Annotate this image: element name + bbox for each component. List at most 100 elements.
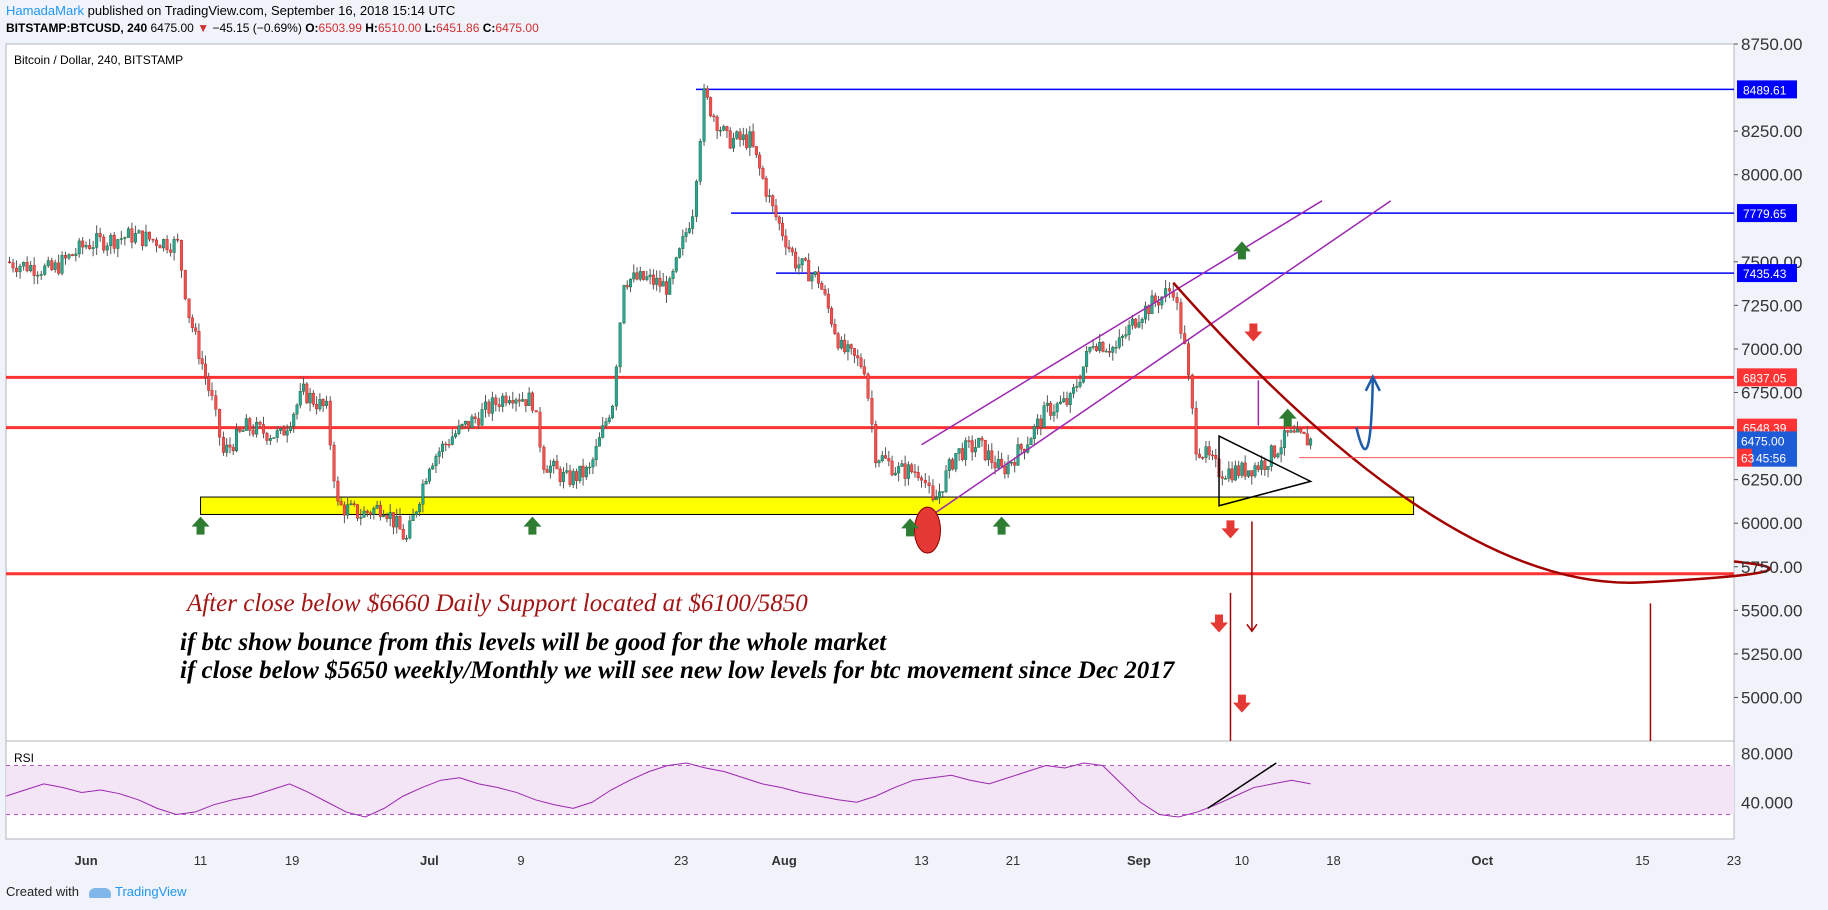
rsi-label: RSI	[14, 751, 34, 765]
up-candle	[457, 425, 461, 434]
down-candle	[169, 249, 173, 253]
down-candle	[214, 395, 218, 410]
up-candle	[588, 466, 592, 469]
time-tick-label: Jun	[75, 853, 98, 868]
up-candle	[74, 253, 78, 256]
time-tick-label: Aug	[772, 853, 797, 868]
down-candle	[784, 235, 788, 248]
down-candle	[545, 469, 549, 473]
time-tick-label: 23	[674, 853, 688, 868]
channel-upper-line	[921, 200, 1323, 446]
down-candle	[151, 238, 155, 241]
rsi-path	[5, 762, 1311, 818]
down-candle	[1201, 457, 1205, 459]
tradingview-link[interactable]: TradingView	[114, 884, 187, 899]
down-candle	[473, 416, 477, 419]
footer: Created with TradingView	[6, 884, 187, 899]
up-candle	[877, 460, 881, 464]
down-candle	[781, 222, 785, 237]
up-candle	[1052, 411, 1056, 416]
down-candle	[32, 265, 36, 276]
down-candle	[980, 437, 984, 441]
down-candle	[990, 450, 994, 463]
up-candle	[302, 383, 306, 392]
down-candle	[57, 262, 61, 274]
down-candle	[517, 399, 521, 402]
down-candle	[190, 317, 194, 328]
down-candle	[725, 126, 729, 131]
up-candle	[1137, 322, 1141, 328]
up-candle	[1091, 346, 1095, 348]
down-candle	[983, 439, 987, 461]
up-candle	[1276, 453, 1280, 458]
down-candle	[530, 392, 534, 411]
down-candle	[951, 459, 955, 470]
up-candle	[123, 237, 127, 239]
up-candle	[996, 458, 1000, 469]
time-tick-label: 21	[1006, 853, 1020, 868]
up-candle	[84, 245, 88, 248]
down-candle	[1167, 288, 1171, 292]
symbol-info: BITSTAMP:BTCUSD, 240 6475.00 ▼ −45.15 (−…	[6, 21, 539, 35]
up-candle	[460, 424, 464, 426]
up-candle	[411, 514, 415, 522]
down-candle	[787, 246, 791, 249]
author-link[interactable]: HamadaMark	[6, 3, 85, 18]
down-candle	[88, 245, 92, 249]
down-candle	[1256, 465, 1260, 470]
up-candle	[133, 233, 137, 243]
up-candle	[1246, 470, 1250, 477]
up-candle	[655, 277, 659, 285]
up-candle	[427, 468, 431, 482]
up-candle	[1233, 465, 1237, 481]
annotations	[191, 200, 1771, 741]
down-candle	[200, 358, 204, 365]
publish-info: HamadaMark published on TradingView.com,…	[6, 3, 455, 18]
down-candle	[342, 504, 346, 516]
down-candle	[355, 504, 359, 519]
up-candle	[1036, 418, 1040, 427]
up-arrow-icon	[1278, 408, 1297, 427]
down-candle	[927, 482, 931, 487]
down-candle	[1003, 466, 1007, 475]
down-candle	[369, 512, 373, 515]
up-candle	[241, 430, 245, 432]
up-candle	[846, 344, 850, 353]
up-candle	[483, 401, 487, 410]
down-candle	[102, 236, 106, 251]
down-candle	[910, 464, 914, 472]
price-tick-label: 8250.00	[1741, 122, 1802, 141]
up-candle	[944, 470, 948, 492]
up-candle	[694, 181, 698, 217]
note-breakdown: if close below $5650 weekly/Monthly we w…	[180, 657, 1175, 684]
down-candle	[830, 308, 834, 325]
down-candle	[1157, 301, 1161, 306]
up-candle	[235, 428, 239, 452]
up-arrow-icon	[992, 516, 1011, 535]
up-candle	[60, 255, 64, 274]
down-candle	[98, 233, 102, 238]
down-candle	[705, 88, 709, 98]
published-text: published on TradingView.com, September …	[84, 3, 456, 18]
down-candle	[1302, 431, 1306, 435]
up-candle	[954, 453, 958, 470]
up-candle	[109, 234, 113, 247]
up-candle	[126, 228, 130, 238]
up-candle	[1253, 465, 1257, 477]
down-candle	[833, 323, 837, 334]
price-tag-text: 45:56	[1756, 452, 1786, 466]
target-arrow-head	[1246, 623, 1258, 633]
down-candle	[140, 230, 144, 246]
down-candle	[913, 471, 917, 473]
down-candle	[365, 510, 369, 513]
up-candle	[548, 465, 552, 473]
up-candle	[1224, 478, 1228, 480]
chart-frame	[5, 43, 1735, 840]
price-tick-label: 5250.00	[1741, 645, 1802, 664]
up-candle	[1260, 460, 1264, 470]
down-candle	[862, 366, 866, 375]
up-candle	[514, 399, 518, 404]
down-candle	[50, 260, 54, 270]
down-candle	[1194, 407, 1198, 455]
